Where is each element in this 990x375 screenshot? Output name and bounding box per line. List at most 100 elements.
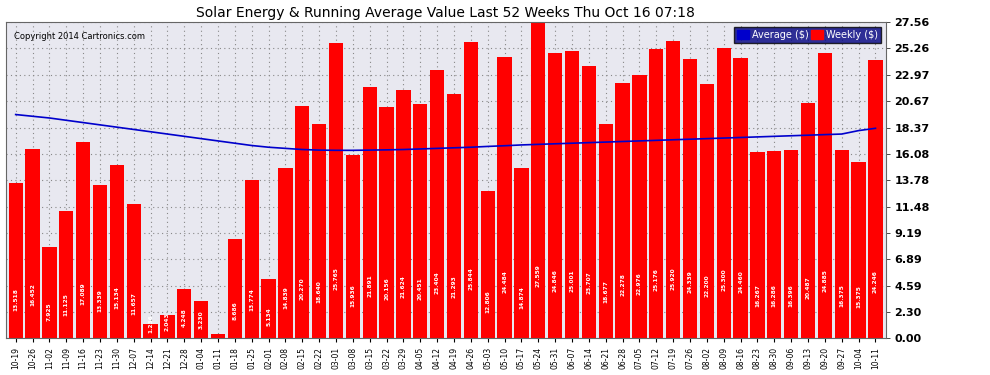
Text: 8.686: 8.686	[233, 301, 238, 320]
Text: 25.920: 25.920	[670, 267, 675, 290]
Bar	[514, 168, 529, 338]
Bar	[9, 183, 23, 338]
Text: 1.236: 1.236	[148, 314, 153, 333]
Text: 25.176: 25.176	[653, 268, 658, 291]
Text: 20.270: 20.270	[300, 277, 305, 300]
Bar	[177, 290, 191, 338]
Text: 12.806: 12.806	[485, 290, 490, 313]
Bar	[228, 238, 242, 338]
Bar	[633, 75, 646, 338]
Bar	[868, 60, 883, 338]
Bar	[835, 150, 848, 338]
Legend: Average ($), Weekly ($): Average ($), Weekly ($)	[734, 27, 881, 43]
Text: 13.339: 13.339	[97, 289, 103, 312]
Bar	[413, 104, 428, 338]
Text: 24.484: 24.484	[502, 270, 507, 292]
Bar	[396, 90, 411, 338]
Text: 15.375: 15.375	[856, 285, 861, 308]
Bar	[144, 324, 157, 338]
Text: 20.487: 20.487	[806, 277, 811, 300]
Bar	[666, 41, 680, 338]
Text: 17.089: 17.089	[80, 283, 85, 305]
Bar	[734, 58, 747, 338]
Text: 16.267: 16.267	[755, 284, 760, 307]
Text: 16.396: 16.396	[789, 284, 794, 306]
Bar	[379, 107, 394, 338]
Text: 16.375: 16.375	[840, 284, 844, 306]
Text: 13.774: 13.774	[249, 288, 254, 311]
Bar	[649, 50, 663, 338]
Text: 13.518: 13.518	[13, 289, 18, 312]
Text: 24.460: 24.460	[739, 270, 743, 292]
Text: 16.286: 16.286	[772, 284, 777, 307]
Bar	[497, 57, 512, 338]
Text: 24.846: 24.846	[552, 269, 557, 292]
Text: 22.200: 22.200	[705, 274, 710, 297]
Bar	[683, 59, 697, 338]
Bar	[582, 66, 596, 338]
Text: 16.452: 16.452	[30, 284, 35, 306]
Bar	[801, 103, 815, 338]
Text: 24.885: 24.885	[823, 269, 828, 292]
Bar	[430, 70, 445, 338]
Text: 3.230: 3.230	[199, 310, 204, 329]
Bar	[93, 185, 107, 338]
Bar	[700, 84, 714, 338]
Text: 18.677: 18.677	[603, 280, 608, 303]
Text: 25.001: 25.001	[569, 269, 574, 292]
Bar	[565, 51, 579, 338]
Text: 23.707: 23.707	[586, 271, 591, 294]
Text: 11.657: 11.657	[132, 292, 137, 315]
Bar	[784, 150, 798, 338]
Bar	[362, 87, 377, 338]
Text: 24.246: 24.246	[873, 270, 878, 293]
Text: 25.765: 25.765	[334, 267, 339, 290]
Bar	[295, 106, 310, 338]
Text: 4.248: 4.248	[182, 309, 187, 327]
Bar	[160, 315, 174, 338]
Bar	[616, 82, 630, 338]
Text: 24.339: 24.339	[687, 270, 693, 293]
Bar	[261, 279, 276, 338]
Text: 7.925: 7.925	[47, 303, 51, 321]
Text: 14.874: 14.874	[519, 286, 524, 309]
Bar	[43, 247, 56, 338]
Text: 25.844: 25.844	[468, 267, 473, 290]
Text: 21.891: 21.891	[367, 274, 372, 297]
Bar	[59, 211, 73, 338]
Text: Copyright 2014 Cartronics.com: Copyright 2014 Cartronics.com	[15, 32, 146, 40]
Bar	[127, 204, 141, 338]
Bar	[548, 53, 562, 338]
Text: 20.156: 20.156	[384, 277, 389, 300]
Bar	[750, 152, 764, 338]
Text: 27.559: 27.559	[536, 265, 541, 287]
Bar	[599, 124, 613, 338]
Text: 14.839: 14.839	[283, 286, 288, 309]
Text: 21.624: 21.624	[401, 274, 406, 297]
Bar	[480, 191, 495, 338]
Bar	[851, 162, 866, 338]
Bar	[312, 124, 327, 338]
Text: 11.125: 11.125	[63, 293, 68, 316]
Bar	[110, 165, 124, 338]
Bar	[767, 152, 781, 338]
Text: 2.043: 2.043	[165, 313, 170, 331]
Bar	[194, 301, 208, 338]
Text: 15.936: 15.936	[350, 285, 355, 308]
Text: 15.134: 15.134	[114, 286, 120, 309]
Bar	[245, 180, 258, 338]
Bar	[26, 150, 40, 338]
Text: 20.451: 20.451	[418, 277, 423, 300]
Text: 23.404: 23.404	[435, 272, 440, 294]
Bar	[211, 334, 225, 338]
Bar	[278, 168, 293, 338]
Text: 25.300: 25.300	[722, 268, 727, 291]
Title: Solar Energy & Running Average Value Last 52 Weeks Thu Oct 16 07:18: Solar Energy & Running Average Value Las…	[196, 6, 695, 20]
Bar	[818, 53, 832, 338]
Text: 18.640: 18.640	[317, 280, 322, 303]
Bar	[329, 43, 344, 338]
Bar	[76, 142, 90, 338]
Bar	[463, 42, 478, 338]
Text: 5.134: 5.134	[266, 307, 271, 326]
Bar	[346, 155, 360, 338]
